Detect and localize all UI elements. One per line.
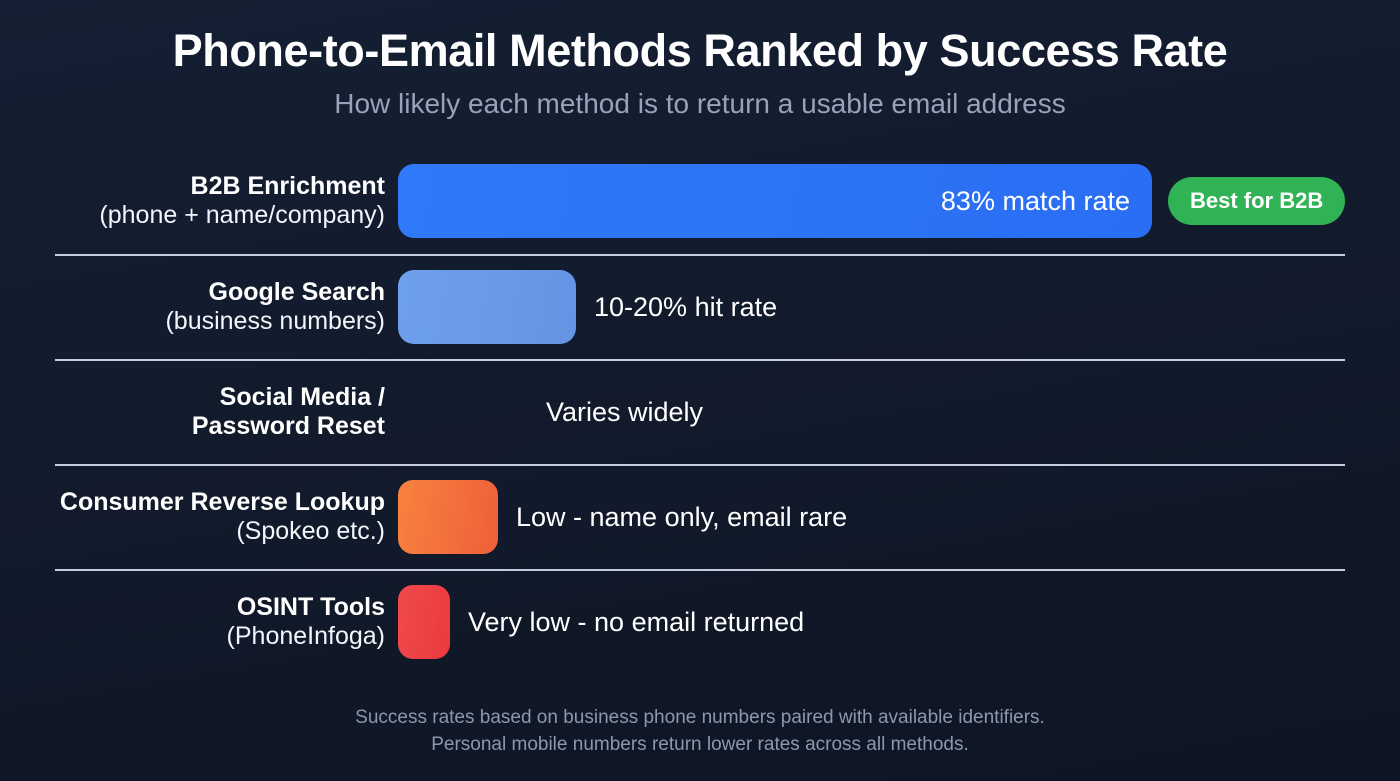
bar-area: Low - name only, email rare bbox=[398, 480, 1345, 555]
bar-label: B2B Enrichment (phone + name/company) bbox=[55, 172, 398, 231]
bar-label: OSINT Tools (PhoneInfoga) bbox=[55, 593, 398, 652]
bar-label-sub: (phone + name/company) bbox=[99, 201, 385, 230]
bar-value-label: 83% match rate bbox=[940, 185, 1130, 216]
bar-social-media-password-reset[interactable] bbox=[398, 375, 528, 449]
bar-google-search[interactable] bbox=[398, 270, 576, 345]
bar-value-label: Varies widely bbox=[546, 396, 704, 427]
footnote-line-2: Personal mobile numbers return lower rat… bbox=[431, 734, 969, 756]
bar-label-main: Consumer Reverse Lookup bbox=[59, 487, 385, 516]
bar-label: Social Media / Password Reset bbox=[55, 383, 398, 442]
chart-subtitle: How likely each method is to return a us… bbox=[334, 88, 1066, 120]
bar-label-main: Social Media / bbox=[219, 382, 385, 411]
status-badge: Best for B2B bbox=[1168, 177, 1346, 226]
bar-label-sub: Password Reset bbox=[191, 412, 385, 441]
bar-value-label: Very low - no email returned bbox=[468, 606, 805, 637]
bar-row: B2B Enrichment (phone + name/company) 83… bbox=[55, 149, 1346, 254]
bar-value-label: 10-20% hit rate bbox=[594, 291, 778, 322]
bar-value-label: Low - name only, email rare bbox=[516, 501, 848, 532]
bar-label-main: Google Search bbox=[208, 277, 385, 306]
bar-row: OSINT Tools (PhoneInfoga) Very low - no … bbox=[55, 568, 1345, 674]
bar-label-sub: (business numbers) bbox=[165, 307, 385, 336]
chart-header: Phone-to-Email Methods Ranked by Success… bbox=[0, 0, 1400, 121]
chart-footnote: Success rates based on business phone nu… bbox=[0, 704, 1400, 759]
bar-row: Social Media / Password Reset Varies wid… bbox=[55, 358, 1345, 464]
bar-area: Varies widely bbox=[398, 375, 1345, 449]
bar-label-main: B2B Enrichment bbox=[190, 171, 385, 200]
footnote-line-1: Success rates based on business phone nu… bbox=[355, 706, 1045, 728]
bar-label: Consumer Reverse Lookup (Spokeo etc.) bbox=[55, 488, 398, 547]
bar-consumer-reverse-lookup[interactable] bbox=[398, 480, 498, 555]
bar-area: Very low - no email returned bbox=[398, 585, 1345, 660]
bar-area: 83% match rate Best for B2B bbox=[398, 164, 1346, 239]
page-title: Phone-to-Email Methods Ranked by Success… bbox=[172, 25, 1228, 76]
bar-rows: B2B Enrichment (phone + name/company) 83… bbox=[0, 149, 1400, 674]
bar-label: Google Search (business numbers) bbox=[55, 278, 398, 337]
bar-row: Consumer Reverse Lookup (Spokeo etc.) Lo… bbox=[55, 463, 1345, 569]
bar-label-sub: (Spokeo etc.) bbox=[236, 517, 385, 546]
bar-row: Google Search (business numbers) 10-20% … bbox=[55, 253, 1345, 359]
bar-osint-tools[interactable] bbox=[398, 585, 450, 660]
bar-label-main: OSINT Tools bbox=[236, 592, 385, 621]
bar-label-sub: (PhoneInfoga) bbox=[226, 622, 385, 651]
bar-area: 10-20% hit rate bbox=[398, 270, 1345, 345]
bar-b2b-enrichment[interactable]: 83% match rate bbox=[398, 164, 1152, 239]
